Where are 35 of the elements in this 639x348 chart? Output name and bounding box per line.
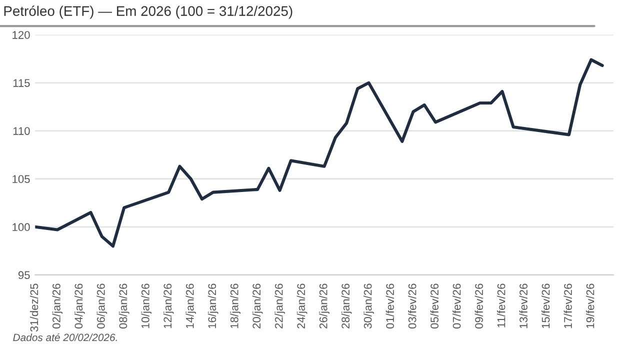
x-tick-label: 09/fev/26 bbox=[474, 284, 483, 329]
x-tick-label: 03/fev/26 bbox=[408, 284, 416, 329]
x-tick-label: 10/jan/26 bbox=[141, 284, 152, 328]
x-tick-label: 02/jan/26 bbox=[52, 284, 63, 329]
x-tick-label: 28/jan/26 bbox=[341, 284, 352, 328]
x-tick-label: 16/jan/26 bbox=[208, 284, 218, 328]
x-tick-label: 08/jan/26 bbox=[118, 284, 130, 329]
x-tick-label: 04/jan/26 bbox=[74, 284, 85, 329]
y-tick-label: 105 bbox=[12, 175, 30, 184]
x-tick-label: 01/fev/26 bbox=[386, 284, 394, 329]
x-tick-label: 26/jan/26 bbox=[319, 284, 330, 328]
x-tick-label: 12/jan/26 bbox=[163, 284, 174, 328]
y-tick-label: 100 bbox=[12, 223, 30, 232]
y-tick-label: 95 bbox=[18, 271, 30, 280]
x-tick-label: 18/jan/26 bbox=[230, 284, 241, 328]
x-tick-label: 14/jan/26 bbox=[186, 284, 196, 328]
x-tick-label: 19/fev/26 bbox=[586, 284, 594, 328]
chart-title: Petróleo (ETF) — Em 2026 (100 = 31/12/2025) bbox=[4, 6, 292, 19]
x-tick-label: 31/dez/25 bbox=[30, 284, 38, 332]
x-tick-label: 07/fev/26 bbox=[452, 284, 461, 329]
x-tick-label: 05/fev/26 bbox=[430, 284, 438, 329]
y-tick-label: 120 bbox=[12, 31, 30, 39]
x-tick-label: 13/fev/26 bbox=[519, 284, 528, 328]
text: Dados até 20/02/2026. bbox=[13, 333, 117, 342]
x-tick-label: 22/jan/26 bbox=[274, 284, 285, 328]
x-tick-label: 17/fev/26 bbox=[564, 284, 572, 328]
x-tick-label: 30/jan/26 bbox=[364, 284, 374, 329]
x-tick-label: 06/jan/26 bbox=[96, 284, 108, 329]
y-tick-label: 115 bbox=[13, 79, 30, 87]
x-tick-label: 15/fev/26 bbox=[542, 284, 550, 328]
y-tick-label: 110 bbox=[13, 127, 30, 135]
x-tick-label: 24/jan/26 bbox=[296, 284, 308, 328]
x-tick-label: 11/fev/26 bbox=[497, 284, 506, 328]
x-tick-label: 20/jan/26 bbox=[252, 284, 263, 328]
line-series bbox=[35, 58, 604, 248]
